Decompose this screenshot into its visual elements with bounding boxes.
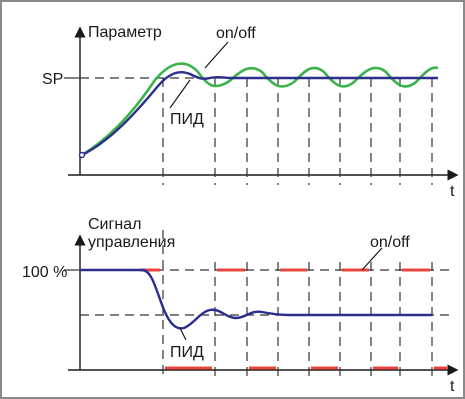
setpoint-label: SP (42, 71, 63, 88)
top-y-axis-label: Параметр (88, 24, 162, 41)
top-start-dot (78, 151, 86, 159)
top-pid-leader (169, 79, 191, 109)
top-switch-lines (162, 78, 433, 185)
bottom-pid-curve (80, 268, 432, 330)
bottom-pid-leader (179, 327, 187, 341)
top-onoff-label: on/off (216, 25, 256, 42)
bottom-100-label: 100 % (22, 264, 67, 281)
top-onoff-curve (81, 62, 439, 157)
bottom-y-axis-label-line2: управления (88, 234, 175, 251)
top-pid-curve (81, 71, 438, 157)
bottom-onoff-leader (361, 247, 383, 271)
bottom-y-axis-label-line1: Сигнал (88, 216, 141, 233)
bottom-onoff-label: on/off (370, 234, 410, 251)
bottom-x-axis-label: t (450, 378, 455, 395)
top-x-axis-label: t (450, 183, 455, 200)
top-chart: Параметр SP t on/off ПИД (42, 24, 459, 200)
top-pid-label: ПИД (170, 111, 204, 128)
bottom-chart: Сигнал управления 100 % t on/off ПИД (22, 216, 459, 395)
bottom-pid-label: ПИД (170, 344, 204, 361)
top-onoff-leader (204, 41, 229, 69)
